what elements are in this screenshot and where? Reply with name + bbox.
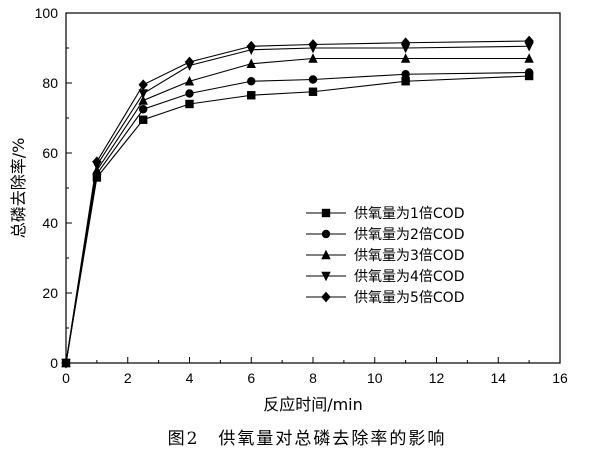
data-point [524,35,534,47]
data-point [184,76,195,86]
x-tick-label: 10 [367,370,383,386]
data-point [400,43,411,54]
legend-item: 供氧量为3倍COD [306,248,464,264]
x-tick-label: 14 [490,370,506,386]
legend-label: 供氧量为1倍COD [354,206,464,222]
series-line [65,45,530,364]
figure-caption: 图2 供氧量对总磷去除率的影响 [167,429,447,449]
data-point [524,53,534,63]
legend-marker [321,229,331,239]
x-tick-label: 4 [186,370,194,386]
x-tick-label: 0 [62,370,70,386]
data-point [246,58,256,68]
chart-svg: 0 2 4 6 8 10 12 14 16 0 20 40 60 80 100 供氧量为1倍COD 供氧量为2… [9,5,568,414]
data-point [401,77,410,86]
series-line [65,75,530,364]
legend-marker [321,291,331,303]
data-point [185,99,194,109]
data-point [308,53,318,63]
legend-marker [321,249,331,260]
legend-item: 供氧量为1倍COD [306,206,464,222]
series-line [65,71,530,364]
data-point [138,115,148,124]
legend-item: 供氧量为5倍COD [306,290,464,306]
legend-item: 供氧量为2倍COD [306,227,464,243]
data-point [92,156,102,168]
data-point [184,56,195,68]
x-tick-label: 6 [247,370,255,386]
data-point [138,95,148,105]
data-point [400,53,411,63]
series-line [65,40,530,364]
series-layer [61,35,534,369]
legend-label: 供氧量为3倍COD [354,248,464,264]
y-tick-label: 20 [42,285,58,301]
data-point [247,91,256,100]
legend-label: 供氧量为5倍COD [354,290,464,306]
data-point [185,89,194,98]
legend-item: 供氧量为4倍COD [306,269,464,285]
series-5 [61,35,534,369]
x-tick-label: 12 [429,370,445,386]
data-point [61,357,71,369]
data-point [308,87,318,96]
y-tick-label: 80 [42,75,58,91]
legend-marker [321,208,331,218]
x-axis-label: 反应时间/min [263,395,363,414]
data-point [246,40,256,52]
data-point [400,37,411,49]
data-point [308,75,318,84]
y-tick-label: 100 [35,5,59,21]
legend-label: 供氧量为2倍COD [354,227,464,243]
legend: 供氧量为1倍COD 供氧量为2倍COD 供氧量为3倍COD 供氧量为4倍COD 供氧量为… [306,206,464,306]
axes: 0 2 4 6 8 10 12 14 16 0 20 40 60 80 100 [35,5,568,386]
x-tick-label: 16 [552,370,568,386]
x-tick-label: 2 [124,370,132,386]
data-point [138,105,148,114]
data-point [524,42,534,52]
plot-frame [65,12,561,364]
data-point [401,70,410,79]
data-point [138,79,148,91]
y-tick-label: 0 [50,355,58,371]
x-tick-label: 8 [309,370,317,386]
data-point [247,77,256,86]
data-point [524,68,534,77]
y-axis-label: 总磷去除率/% [9,138,28,239]
data-point [308,39,318,50]
data-point [138,89,148,99]
y-tick-label: 40 [42,215,58,231]
legend-label: 供氧量为4倍COD [354,269,464,285]
y-tick-label: 60 [42,145,58,161]
legend-marker [321,271,331,282]
series-line [65,57,530,364]
